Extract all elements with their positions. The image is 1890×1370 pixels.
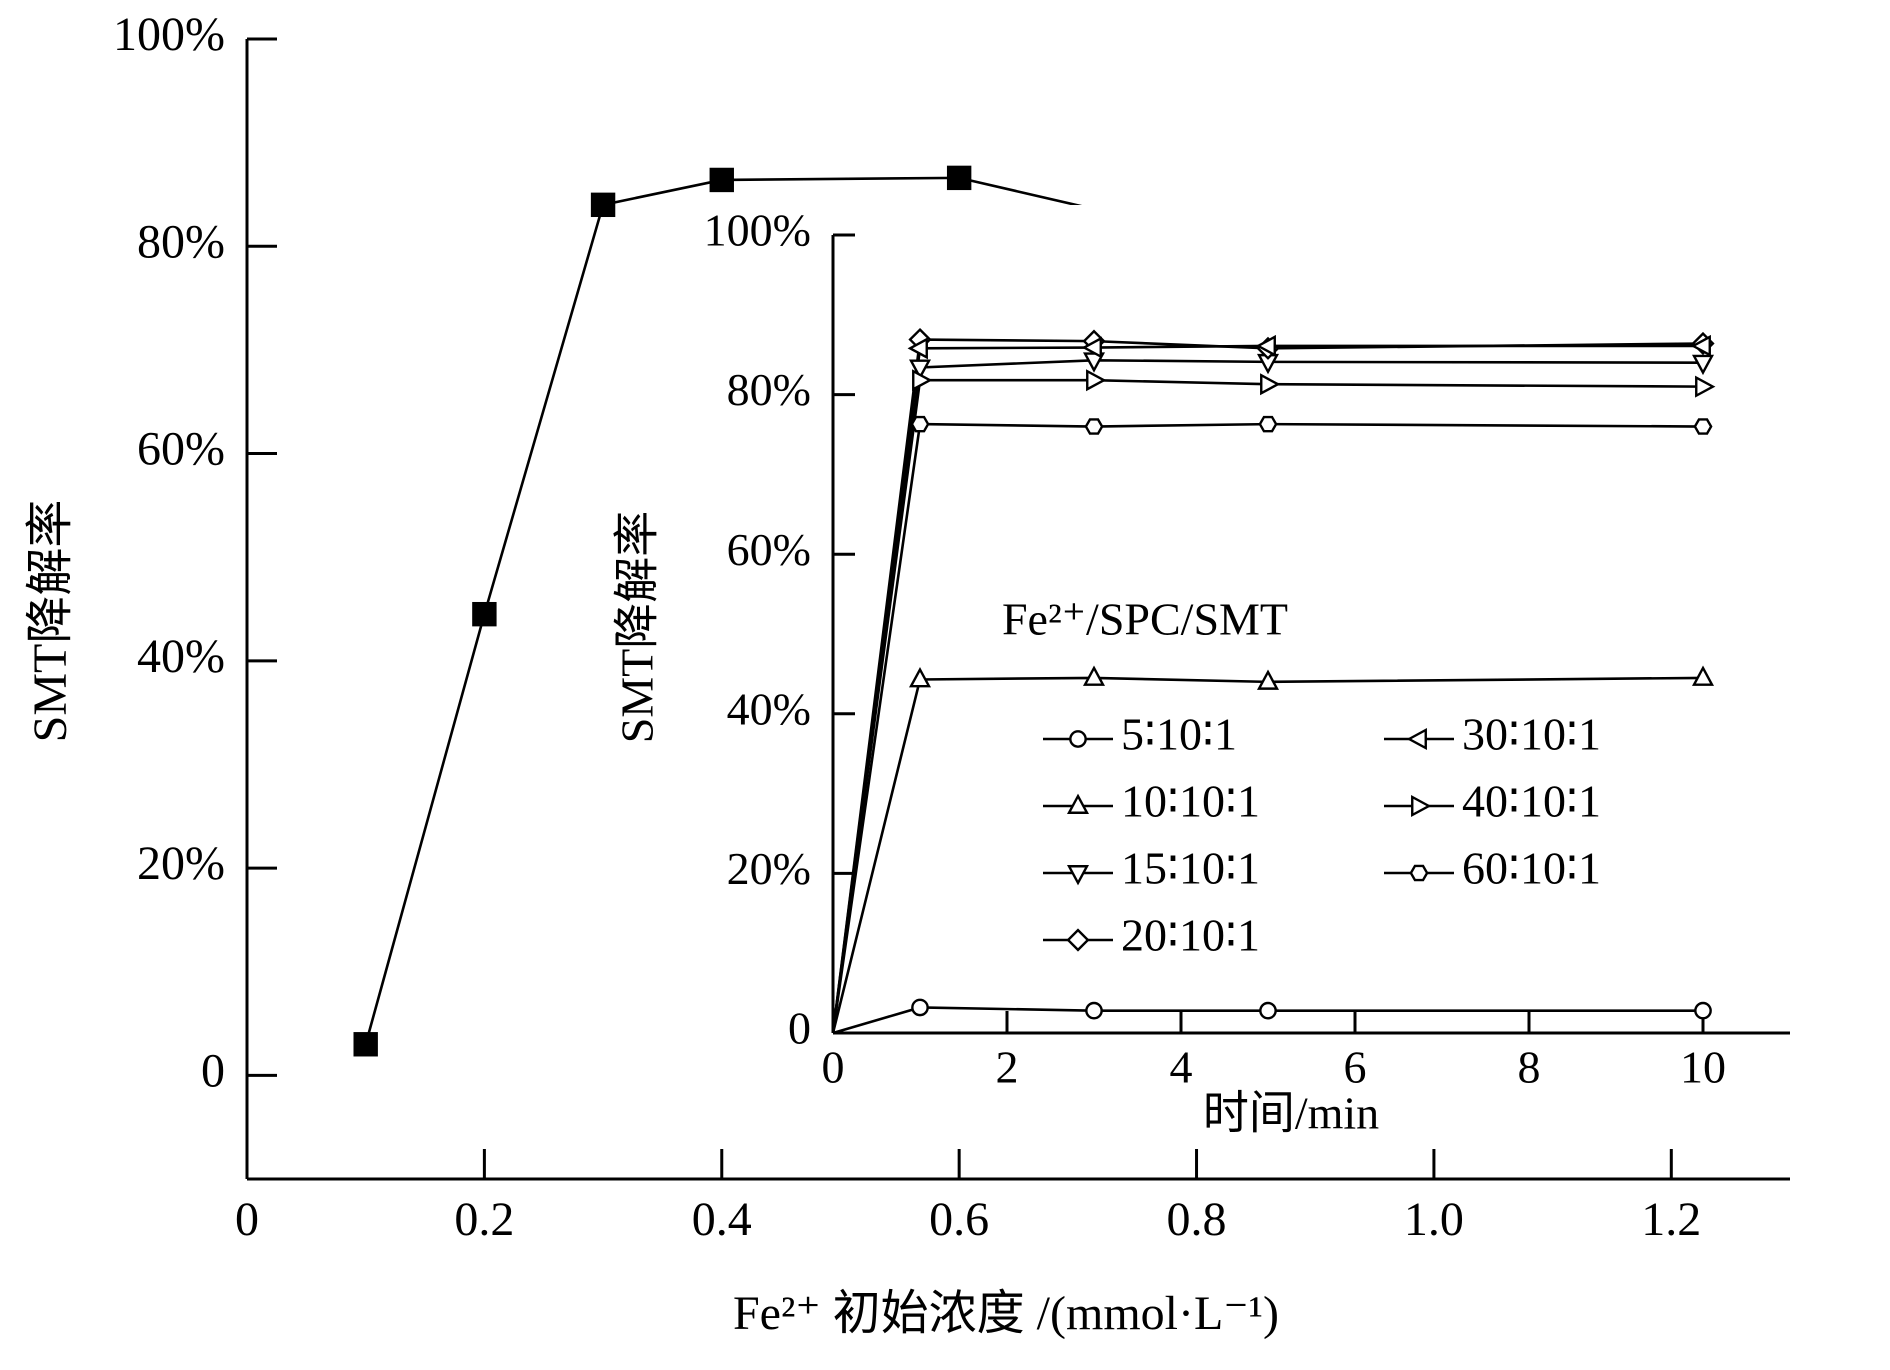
legend-label: 5∶10∶1 xyxy=(1121,709,1237,760)
y-axis-title: SMT降解率 xyxy=(24,500,77,743)
marker xyxy=(1256,669,1280,690)
marker xyxy=(1258,415,1278,433)
marker xyxy=(1085,1001,1103,1020)
legend-label: 10∶10∶1 xyxy=(1121,776,1260,827)
legend-label: 40∶10∶1 xyxy=(1462,776,1601,827)
x-tick-label: 0.8 xyxy=(1167,1193,1227,1246)
marker xyxy=(1081,336,1102,359)
y-tick-label: 40% xyxy=(137,630,225,683)
marker xyxy=(709,167,734,193)
marker xyxy=(1406,727,1427,751)
marker xyxy=(1066,793,1090,814)
marker xyxy=(908,359,932,380)
x-tick-label: 1.0 xyxy=(1404,1193,1464,1246)
x-tick-label: 2 xyxy=(996,1042,1019,1093)
x-axis-title: Fe²⁺ 初始浓度 /(mmol·L⁻¹) xyxy=(733,1287,1279,1340)
marker xyxy=(907,337,928,360)
marker xyxy=(1411,794,1432,818)
marker xyxy=(908,667,932,688)
legend-label: 20∶10∶1 xyxy=(1121,910,1260,961)
marker xyxy=(1255,334,1276,357)
y-tick-label: 100% xyxy=(704,205,811,256)
marker xyxy=(1690,334,1711,357)
y-tick-label: 60% xyxy=(137,423,225,476)
x-tick-label: 4 xyxy=(1170,1042,1193,1093)
x-tick-label: 0 xyxy=(235,1193,259,1246)
y-tick-label: 20% xyxy=(727,843,811,894)
marker xyxy=(472,601,497,627)
marker xyxy=(1691,354,1715,376)
marker xyxy=(1069,730,1087,748)
x-tick-label: 0 xyxy=(822,1042,845,1093)
y-tick-label: 0 xyxy=(788,1003,811,1054)
legend-label: 60∶10∶1 xyxy=(1462,843,1601,894)
marker xyxy=(946,165,972,191)
marker xyxy=(353,1032,378,1057)
marker xyxy=(912,369,933,392)
marker xyxy=(1409,864,1429,882)
y-tick-label: 0 xyxy=(201,1044,225,1097)
y-tick-label: 80% xyxy=(137,215,225,268)
x-tick-label: 0.4 xyxy=(692,1193,752,1246)
x-tick-label: 6 xyxy=(1344,1042,1367,1093)
y-tick-label: 100% xyxy=(113,8,225,61)
marker xyxy=(1066,928,1090,952)
y-axis-title: SMT降解率 xyxy=(612,511,663,744)
main-chart: 0 20% 40% 60% 80% 100% 0 0.2 0.4 0.6 0.8 1.0 1.2 Fe²⁺… xyxy=(24,8,1790,1340)
legend: Fe²⁺/SPC/SMT 5∶10∶1 10∶10∶1 15∶10∶1 20∶10∶1 3… xyxy=(1002,594,1601,961)
x-tick-label: 10 xyxy=(1680,1042,1726,1093)
marker xyxy=(911,998,929,1017)
marker xyxy=(1259,1001,1277,1020)
x-tick-label: 8 xyxy=(1518,1042,1541,1093)
marker xyxy=(910,415,930,433)
legend-label: 30∶10∶1 xyxy=(1462,709,1601,760)
marker xyxy=(1066,865,1090,886)
marker xyxy=(1691,665,1715,686)
marker xyxy=(590,192,616,218)
y-tick-label: 80% xyxy=(727,364,811,415)
marker xyxy=(1693,418,1713,435)
marker xyxy=(1260,373,1281,396)
x-tick-label: 1.2 xyxy=(1641,1193,1701,1246)
legend-title: Fe²⁺/SPC/SMT xyxy=(1002,594,1288,645)
x-tick-label: 0.2 xyxy=(454,1193,514,1246)
x-axis-title: 时间/min xyxy=(1203,1088,1379,1139)
marker xyxy=(1086,369,1107,392)
inset-chart: 0 20% 40% 60% 80% 100% 0 2 4 6 8 10 时间/min SMT降解率 Fe²⁺… xyxy=(612,205,1790,1139)
y-tick-label: 40% xyxy=(727,683,811,734)
inset-background xyxy=(653,205,1790,1123)
y-tick-label: 20% xyxy=(137,837,225,890)
marker xyxy=(1695,375,1716,398)
marker xyxy=(1694,1001,1712,1020)
y-tick-label: 60% xyxy=(727,524,811,575)
legend-label: 15∶10∶1 xyxy=(1121,843,1260,894)
marker xyxy=(1084,418,1104,435)
marker xyxy=(1082,665,1106,686)
x-tick-label: 0.6 xyxy=(929,1193,989,1246)
